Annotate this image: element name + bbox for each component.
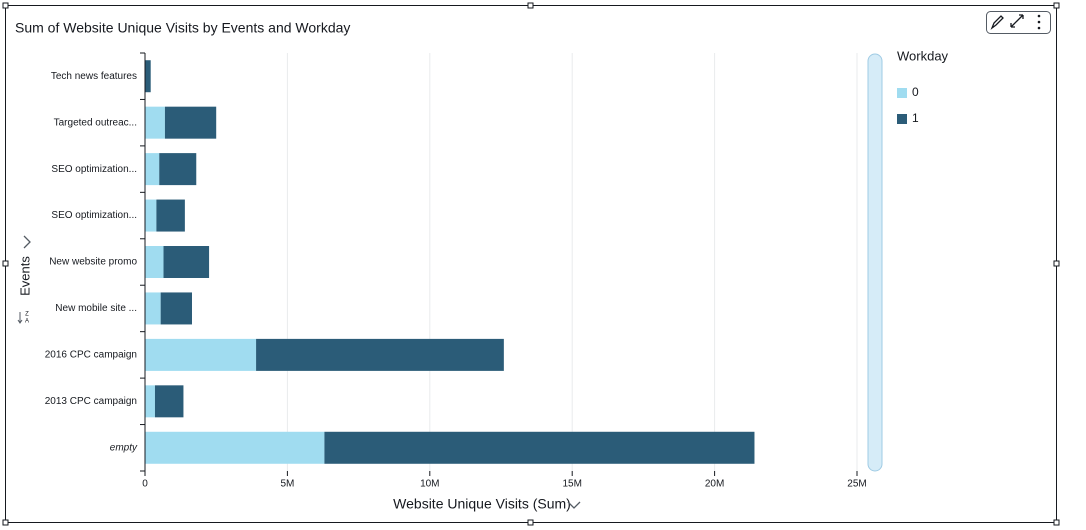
bar-segment[interactable] [154, 385, 184, 418]
bar-segment[interactable] [256, 338, 504, 371]
x-axis-menu[interactable] [567, 501, 581, 509]
bar-segment[interactable] [145, 246, 164, 278]
bar-segment[interactable] [159, 153, 197, 186]
x-tick-label: 20M [705, 479, 724, 490]
bar-segment[interactable] [145, 199, 157, 232]
bar-segment[interactable] [145, 431, 325, 464]
bar-segment[interactable] [145, 60, 151, 93]
legend-title: Workday [897, 48, 949, 63]
bar-segment[interactable] [324, 431, 755, 464]
y-tick-label: Targeted outreac... [54, 117, 137, 128]
y-tick-label: 2013 CPC campaign [45, 396, 137, 407]
sort-icon[interactable]: Z A [17, 312, 29, 325]
svg-text:A: A [25, 319, 29, 325]
y-tick-label: Tech news features [51, 71, 137, 82]
resize-handles[interactable] [2, 2, 1060, 526]
legend-label[interactable]: 1 [912, 111, 919, 125]
x-tick-label: 5M [280, 479, 294, 490]
svg-text:Z: Z [25, 312, 29, 318]
y-tick-label: SEO optimization... [51, 164, 137, 175]
bar-segment[interactable] [163, 246, 210, 278]
legend-label[interactable]: 0 [912, 85, 919, 99]
bar-segment[interactable] [156, 199, 185, 232]
y-tick-label: SEO optimization... [51, 210, 137, 221]
bar-segment[interactable] [145, 385, 155, 418]
chart-title: Sum of Website Unique Visits by Events a… [15, 20, 350, 36]
x-tick-label: 10M [420, 479, 439, 490]
bar-segment[interactable] [145, 153, 160, 186]
y-tick-label: New mobile site ... [55, 303, 137, 314]
bar-segment[interactable] [145, 338, 257, 371]
x-axis-title[interactable]: Website Unique Visits (Sum) [393, 496, 571, 512]
y-tick-label: New website promo [49, 257, 137, 268]
legend-swatch[interactable] [897, 88, 907, 98]
x-tick-label: 0 [142, 479, 148, 490]
bar-segment[interactable] [164, 106, 217, 139]
x-tick-label: 25M [847, 479, 866, 490]
scrollbar[interactable] [867, 53, 883, 472]
bar-segment[interactable] [145, 292, 161, 325]
bar-segment[interactable] [145, 106, 165, 139]
y-axis-title[interactable]: Events [17, 256, 32, 296]
legend-swatch[interactable] [897, 114, 907, 124]
toolbar[interactable] [986, 11, 1051, 34]
y-axis-menu[interactable] [23, 235, 31, 249]
y-tick-label: empty [110, 442, 138, 453]
bar-segment[interactable] [160, 292, 192, 325]
x-tick-label: 15M [562, 479, 581, 490]
y-tick-label: 2016 CPC campaign [45, 350, 137, 361]
